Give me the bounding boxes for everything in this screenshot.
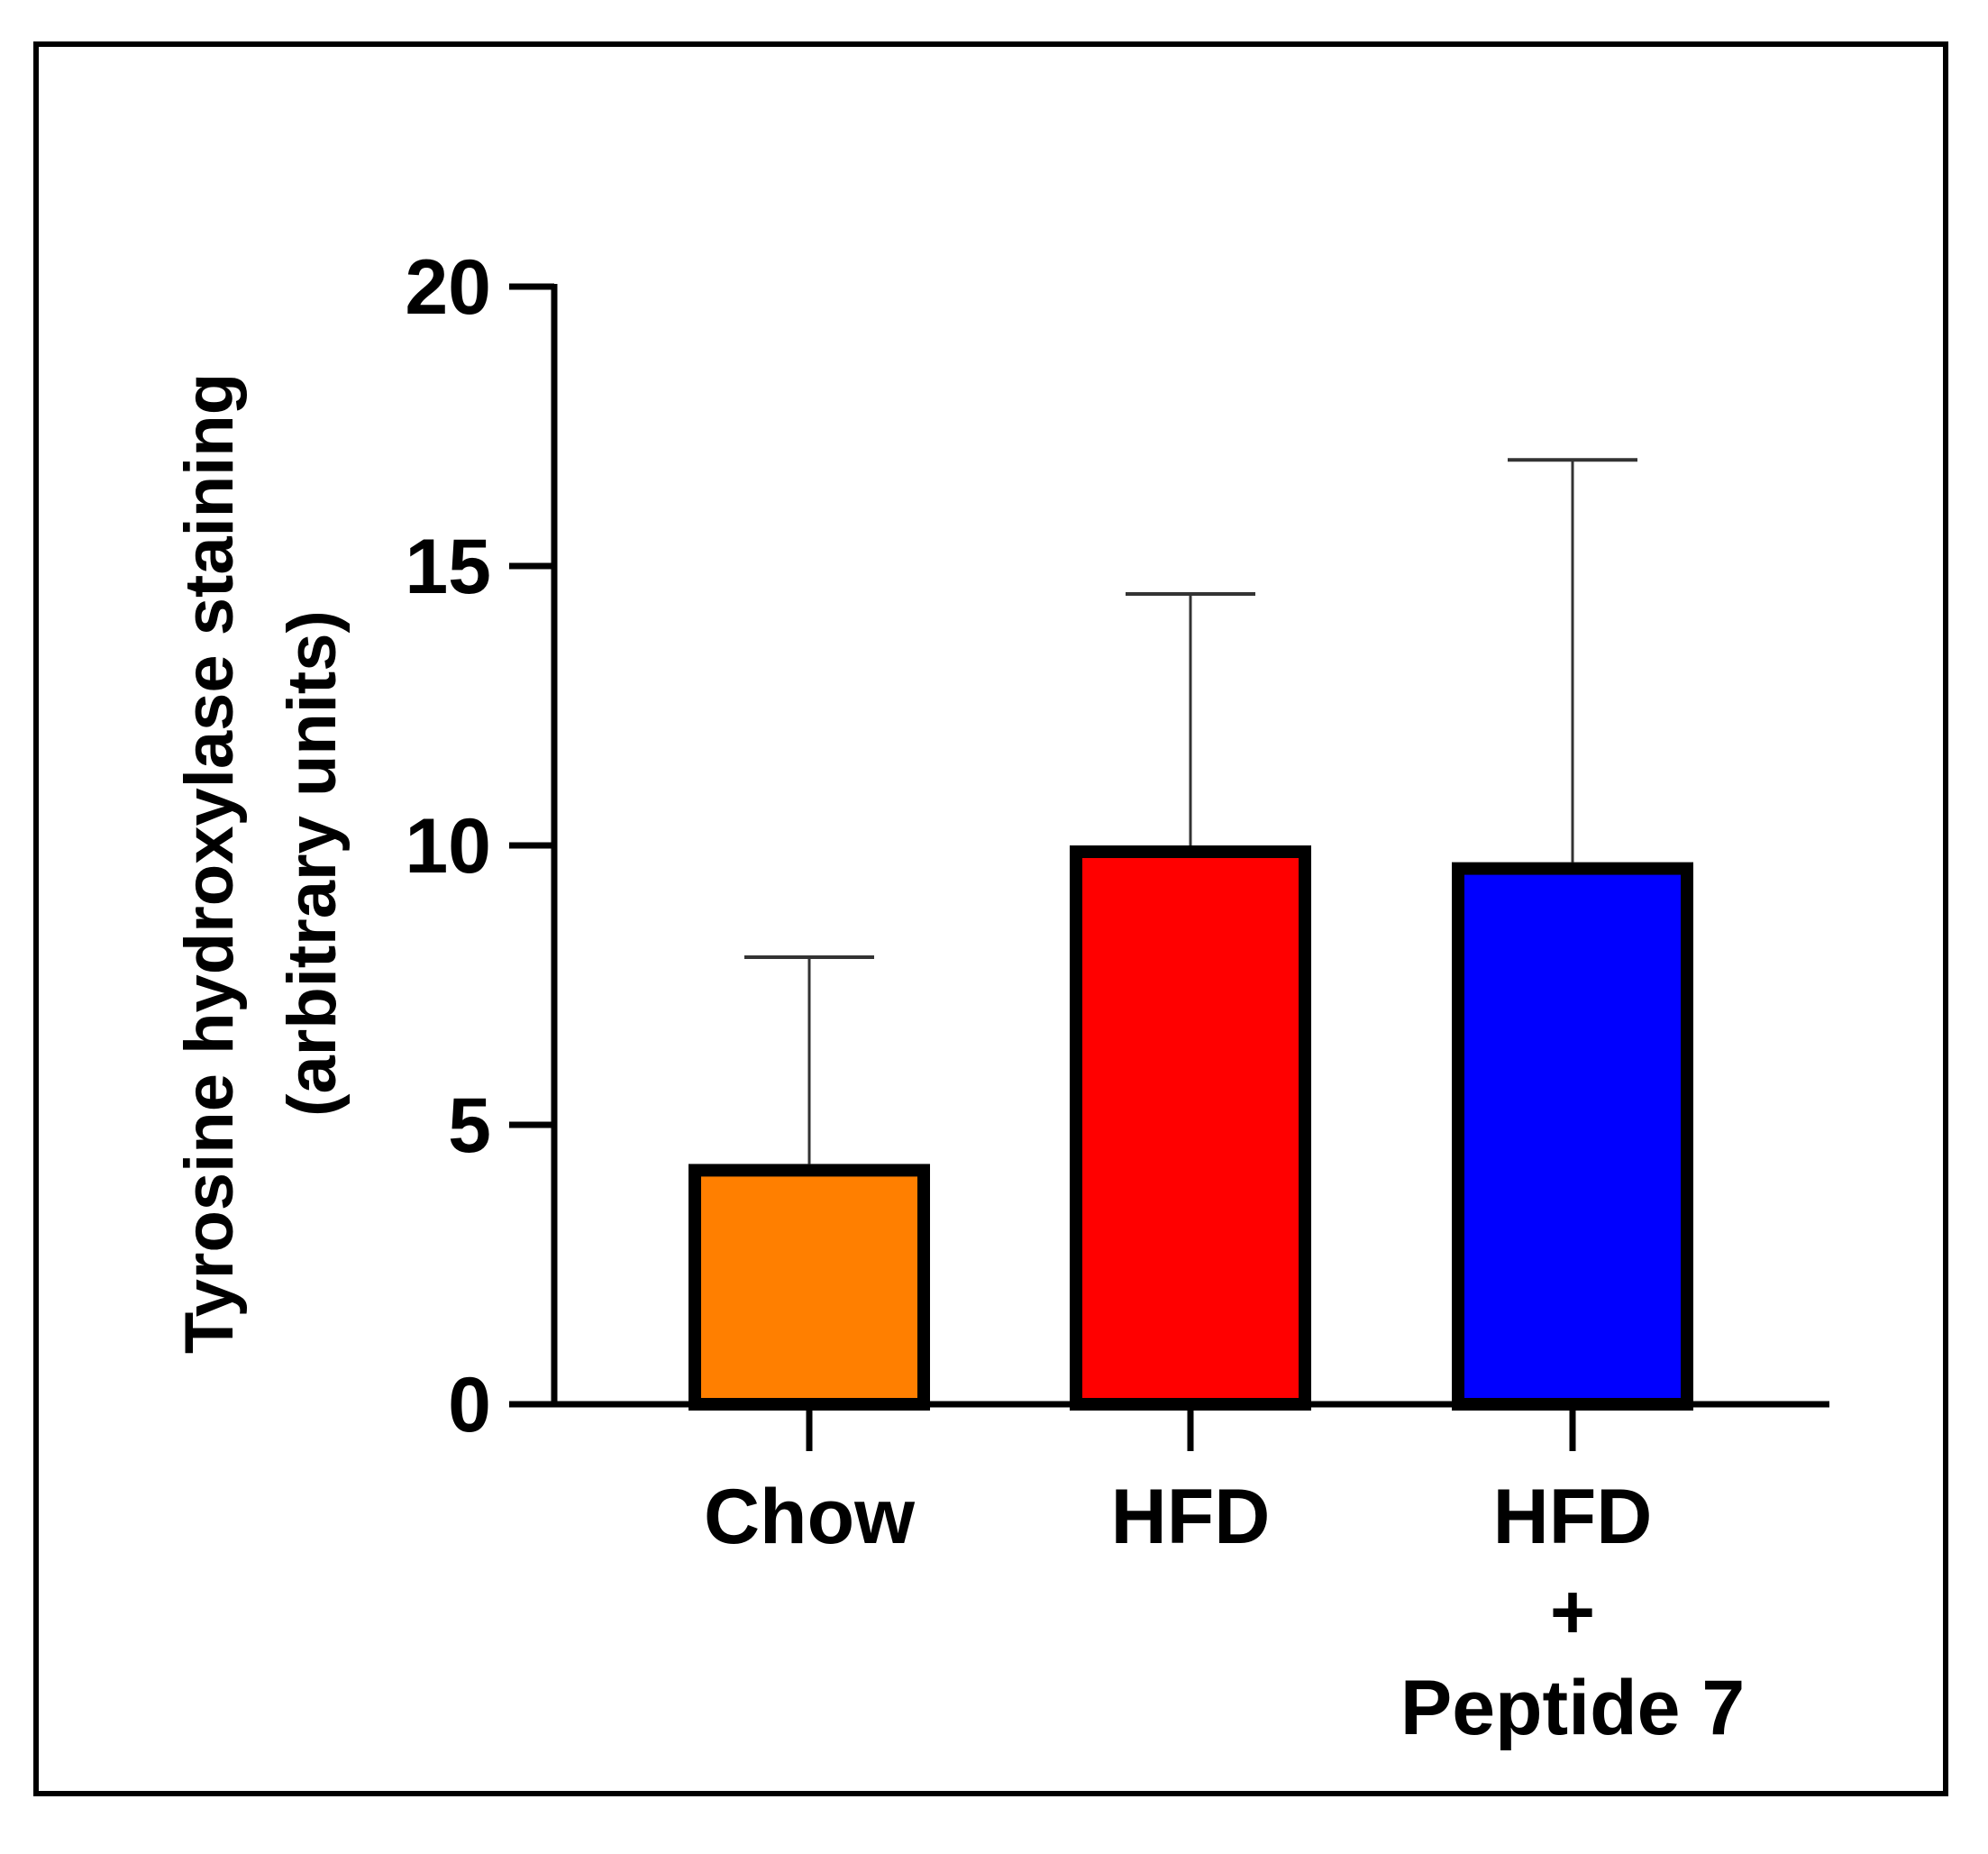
y-tick-label-5: 5 (448, 1082, 491, 1169)
y-tick-label-0: 0 (448, 1362, 491, 1448)
y-axis-title-line-1: Tyrosine hydroxylase staining (171, 373, 248, 1354)
bar-3 (1452, 862, 1693, 1411)
bar-1 (689, 1164, 930, 1411)
bar-2 (1070, 845, 1311, 1411)
x-tick-label-1-line-1: Chow (704, 1474, 916, 1560)
y-tick-label-20: 20 (405, 244, 491, 331)
y-axis: 0 5 10 15 20 (405, 244, 558, 1448)
x-tick-label-3-line-1: HFD (1493, 1474, 1653, 1560)
y-axis-title-line-2: (arbitrary units) (274, 610, 351, 1117)
y-axis-title: Tyrosine hydroxylase staining (arbitrary… (171, 373, 351, 1354)
x-tick-label-3-line-2: + (1550, 1569, 1595, 1656)
x-tick-label-3-line-3: Peptide 7 (1400, 1665, 1745, 1751)
x-tick-label-2-line-1: HFD (1111, 1474, 1271, 1560)
y-tick-label-15: 15 (405, 524, 491, 610)
y-tick-label-10: 10 (405, 803, 491, 890)
x-axis: Chow HFD HFD + Peptide 7 (552, 1401, 1829, 1751)
bars-group (689, 458, 1693, 1411)
